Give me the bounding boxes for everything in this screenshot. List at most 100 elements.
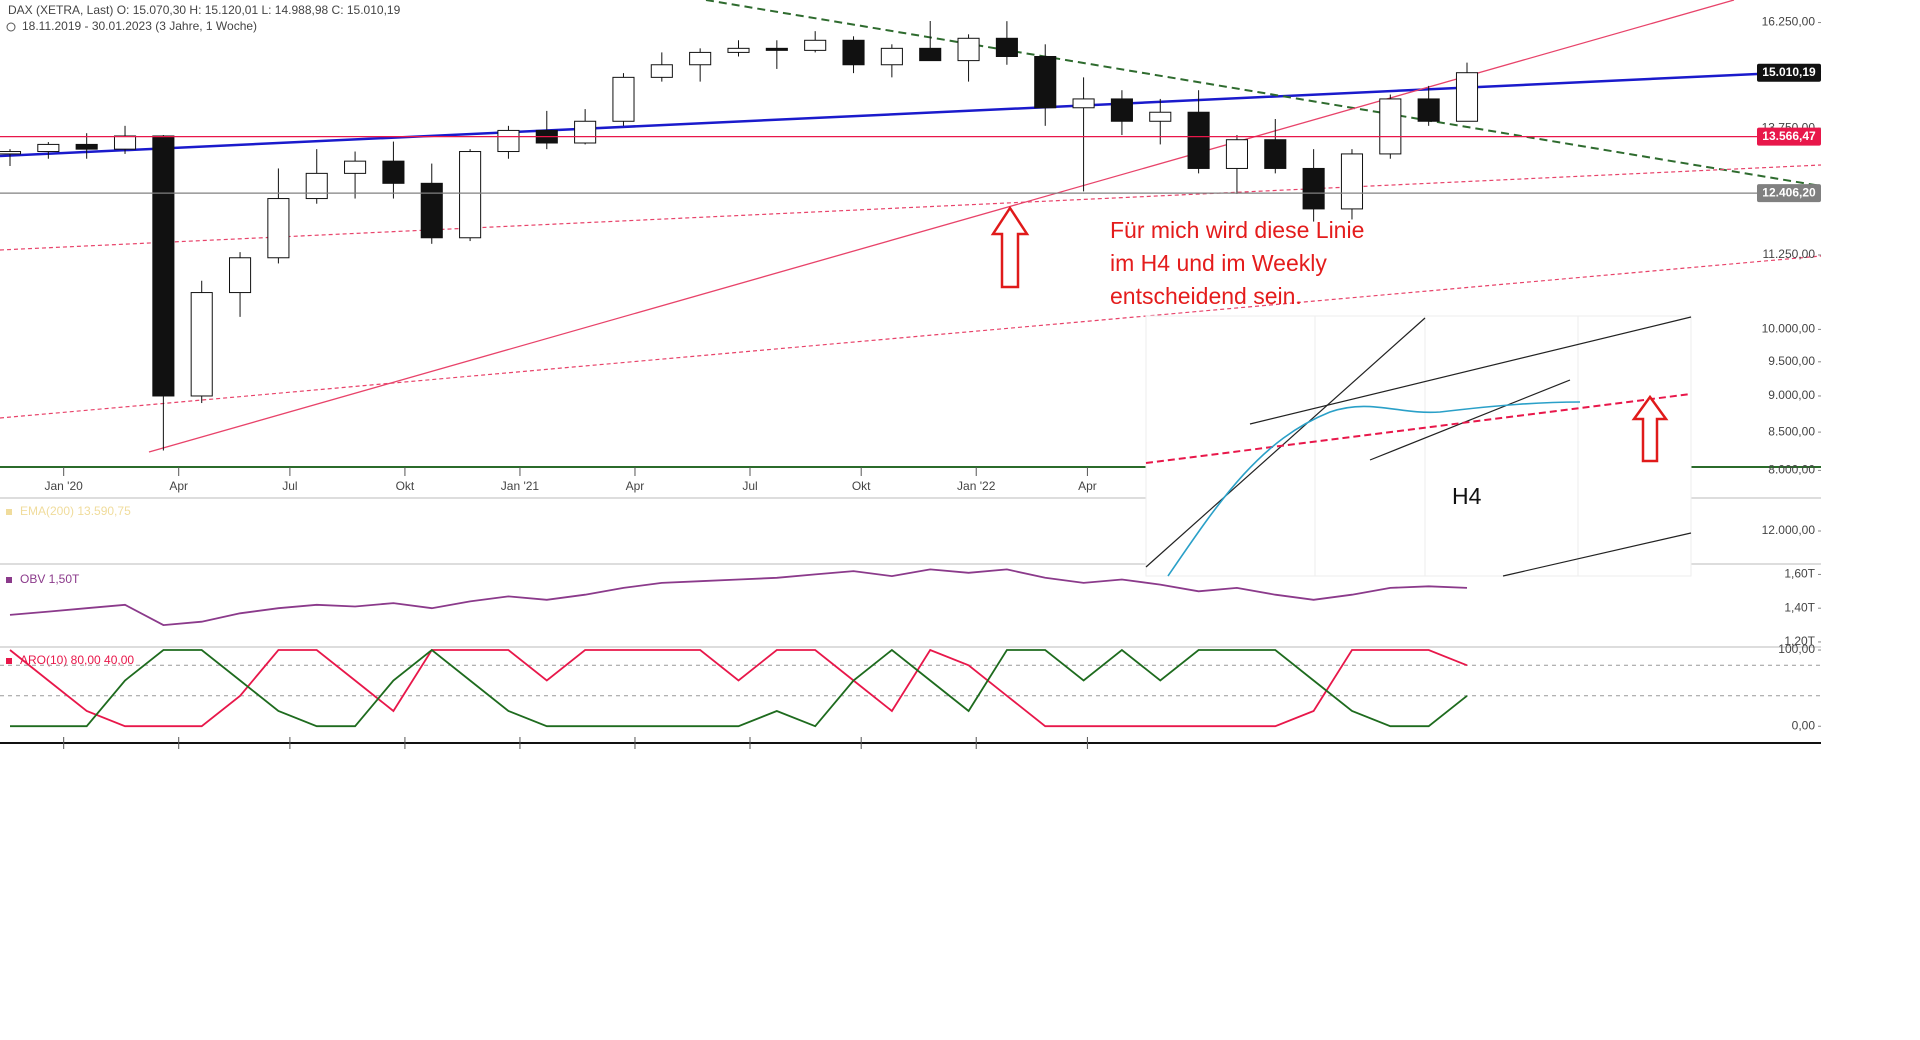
y-tick-label: 8.000,00 [1768,463,1815,477]
clock-icon [6,22,16,32]
y-tick-label: 10.000,00 [1762,322,1816,336]
annotation-text: im H4 und im Weekly [1110,250,1327,276]
y-tick-label: 12.000,00 [1762,523,1816,537]
y-tick-label: 1,60T [1784,567,1815,581]
trend-line [705,0,1822,187]
y-tick-label: 16.250,00 [1762,15,1816,29]
drawings [0,0,1822,453]
panel-label: EMA(200) 13.590,75 [20,504,131,518]
candle-body [880,47,903,66]
candle-body [459,151,482,239]
candle-body [37,143,60,153]
candle-body [267,198,290,259]
annotation-text: Für mich wird diese Linie [1110,217,1364,243]
candle-body [152,135,175,397]
inset-frame [1145,315,1692,577]
inset: H4 [1145,315,1692,577]
candle-body [1455,72,1479,122]
y-tick-label: 11.250,00 [1763,247,1816,261]
candle-body [1264,139,1287,169]
legend-swatch [6,658,12,664]
candle-body [382,160,405,184]
candle-body [919,47,942,62]
header-line: 18.11.2019 - 30.01.2023 (3 Jahre, 1 Woch… [22,19,257,33]
x-tick-label: Jul [282,479,297,493]
arrow-icon [990,205,1030,289]
candle-body [420,182,443,239]
inset-ema [1167,401,1581,577]
candle-body [1072,98,1095,109]
inset-channel [1145,317,1426,568]
candle-body [727,47,750,53]
candle-body [650,64,673,78]
series-line [9,568,1468,627]
price-label-box [1757,184,1821,203]
candle-body [842,39,865,66]
price-label: 12.406,20 [1762,185,1816,199]
candle-body [75,143,98,150]
candle-body [1302,167,1325,210]
series-line [10,648,1468,728]
candle-body [229,257,252,294]
panel-label: OBV 1,50T [20,572,80,586]
candle-body [574,120,597,144]
candle-body [995,37,1018,57]
price-label: 13.566,47 [1762,129,1816,143]
y-tick-label: 8.500,00 [1768,424,1815,438]
x-tick-label: Okt [396,479,415,493]
inset-channel [1502,532,1692,577]
candle-body [0,151,22,155]
inset-label: H4 [1452,483,1482,509]
x-tick-label: Apr [1078,479,1097,493]
x-tick-label: Okt [852,479,871,493]
candle-body [1149,111,1172,122]
price-label-box [1757,63,1821,82]
candle-body [1340,153,1364,210]
header-line: DAX (XETRA, Last) O: 15.070,30 H: 15.120… [8,3,401,17]
candle-body [1110,98,1133,122]
x-tick-label: Apr [169,479,188,493]
candle-body [689,51,712,66]
candle-body [497,129,520,153]
candle-body [190,292,213,397]
candle-body [612,76,635,122]
price-label-box [1757,127,1821,146]
trend-line [0,69,1822,158]
legend-swatch [6,577,12,583]
x-tick-label: Jan '22 [957,479,996,493]
y-tick-label: 100,00 [1778,642,1815,656]
panel-label: ARO(10) 80,00 40,00 [20,653,134,667]
y-tick-label: 9.500,00 [1768,354,1815,368]
series-line [9,648,1468,728]
x-tick-label: Jan '21 [501,479,540,493]
candle-body [1225,139,1248,169]
price-label: 15.010,19 [1762,65,1816,79]
candle-body [305,172,328,200]
candle-body [1034,55,1057,109]
candle-body [957,37,980,62]
inset-channel [1249,316,1692,425]
y-tick-label: 0,00 [1792,718,1816,732]
candle-body [1187,111,1210,169]
candle-body [765,47,788,51]
x-tick-label: Jul [742,479,757,493]
candle-body [804,39,827,51]
candle-body [113,135,137,150]
y-tick-label: 1,40T [1784,600,1815,614]
candle-body [1379,98,1402,155]
inset-support [1145,393,1692,464]
arrow-icon [1631,394,1669,463]
candle-body [344,160,367,174]
inset-channel [1369,379,1571,461]
trend-line [0,164,1822,251]
trend-line [0,255,1822,419]
legend-swatch [6,509,12,515]
y-tick-label: 1,20T [1784,634,1815,648]
y-tick-label: 9.000,00 [1768,388,1815,402]
annotation-text: entscheidend sein. [1110,283,1302,309]
x-tick-label: Apr [626,479,645,493]
candle-body [1417,98,1440,122]
x-tick-label: Jan '20 [45,479,84,493]
